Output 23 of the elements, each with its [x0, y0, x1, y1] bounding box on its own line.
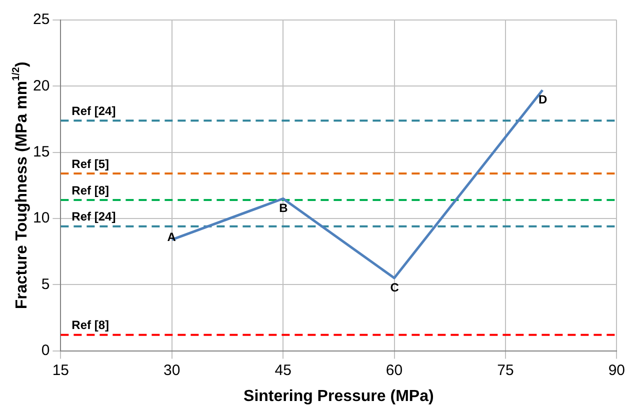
annotation: B [279, 200, 288, 215]
x-tick-label: 60 [386, 362, 403, 379]
x-tick-label: 90 [608, 362, 625, 379]
annotation: D [538, 92, 548, 106]
ref-line-label: Ref [24] [72, 210, 116, 224]
y-axis-title: Fracture Toughness (MPa mm1/2) [10, 62, 30, 310]
x-tick-label: 45 [274, 362, 292, 379]
ref-line-label: Ref [5] [72, 156, 110, 171]
y-tick-label: 5 [41, 276, 50, 293]
x-axis-title: Sintering Pressure (MPa) [244, 388, 434, 405]
x-tick-label: 30 [164, 362, 180, 379]
y-tick-label: 10 [32, 210, 50, 227]
annotation: C [390, 280, 400, 294]
x-tick-label: 75 [497, 362, 514, 379]
ref-line-label: Ref [8] [72, 318, 110, 332]
x-tick-label: 15 [52, 362, 70, 379]
y-tick-label: 25 [32, 11, 50, 28]
annotation: A [167, 230, 176, 244]
y-tick-label: 0 [41, 342, 50, 359]
y-tick-label: 15 [32, 143, 50, 160]
ref-line-label: Ref [24] [72, 104, 116, 118]
ref-line-label: Ref [8] [72, 183, 110, 198]
y-tick-label: 20 [32, 77, 50, 94]
